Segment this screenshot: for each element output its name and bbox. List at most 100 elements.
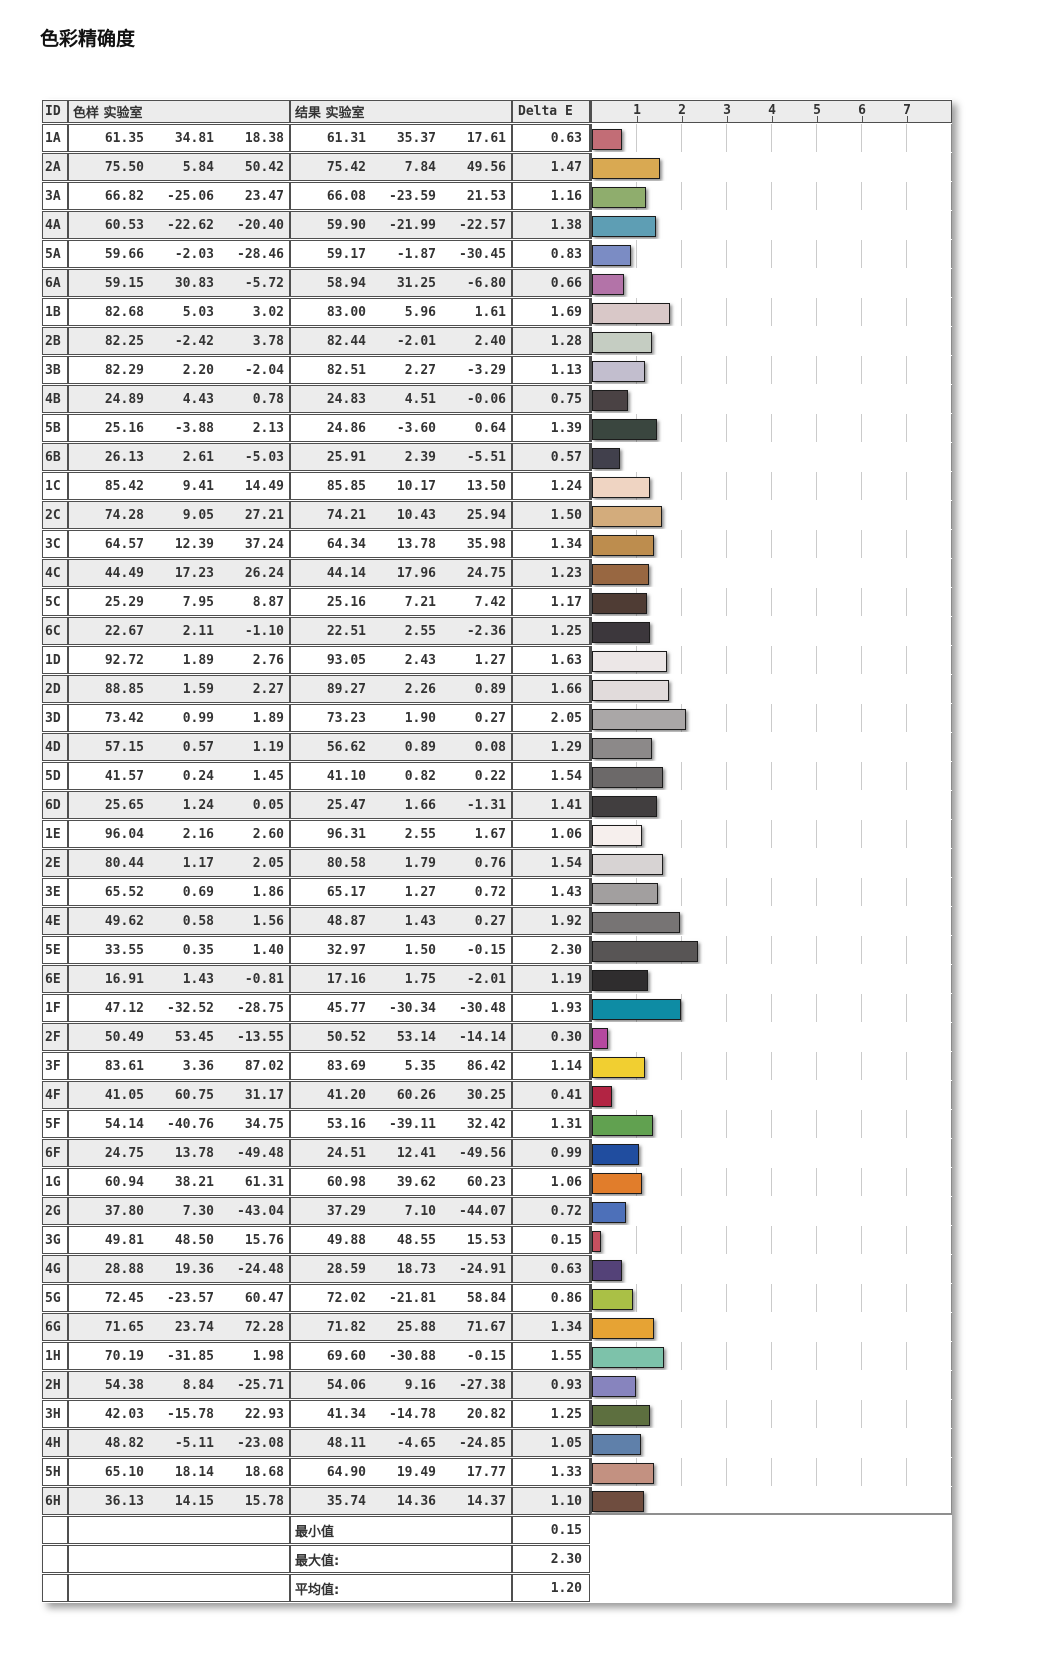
lab-value: 53.14 [396,1029,436,1045]
lab-value: 20.82 [466,1406,506,1422]
lab-value: 1.50 [404,942,436,958]
lab-value: 2.61 [182,449,214,465]
delta-bar-cell [590,733,952,761]
lab-value: 14.36 [396,1493,436,1509]
delta-bar-cell [590,530,952,558]
lab-value: 48.50 [174,1232,214,1248]
lab-value: -2.42 [174,333,214,349]
lab-value: 71.82 [326,1319,366,1335]
delta-bar-cell [590,849,952,877]
lab-value: 47.12 [104,1000,144,1016]
header-row: ID 色样 实验室 结果 实验室 Delta E 1 2 3 4 5 6 7 [42,100,952,123]
summary-empty-id-cell [42,1516,68,1544]
delta-e-cell: 1.19 [512,965,590,993]
result-lab-cell: 85.85 10.17 13.50 [290,472,512,500]
row-id-cell: 1E [42,820,68,848]
lab-value: 35.37 [396,130,436,146]
lab-value: 31.17 [244,1087,284,1103]
delta-bar-cell [590,994,952,1022]
delta-bar [592,1115,653,1136]
scale-tick-label: 7 [903,103,911,118]
summary-row: 平均值: 1.20 [42,1574,952,1602]
sample-lab-cell: 24.89 4.43 0.78 [68,385,290,413]
lab-value: 1.61 [474,304,506,320]
delta-bar-cell [590,907,952,935]
lab-value: 17.77 [466,1464,506,1480]
sample-lab-cell: 61.35 34.81 18.38 [68,124,290,152]
summary-value-cell: 2.30 [512,1545,590,1573]
lab-value: 0.58 [182,913,214,929]
lab-value: 0.89 [404,739,436,755]
result-lab-cell: 59.17 -1.87 -30.45 [290,240,512,268]
header-id: ID [42,100,68,123]
lab-value: 48.87 [326,913,366,929]
row-id-cell: 5G [42,1284,68,1312]
delta-bar-cell [590,1139,952,1167]
lab-value: 0.89 [474,681,506,697]
lab-value: -13.55 [237,1029,284,1045]
result-lab-cell: 71.82 25.88 71.67 [290,1313,512,1341]
lab-value: -24.48 [237,1261,284,1277]
lab-value: -22.62 [167,217,214,233]
row-id-cell: 3A [42,182,68,210]
row-id-cell: 1G [42,1168,68,1196]
lab-value: 1.17 [182,855,214,871]
delta-bar [592,419,657,440]
lab-value: 30.83 [174,275,214,291]
lab-value: 21.53 [466,188,506,204]
result-lab-cell: 80.58 1.79 0.76 [290,849,512,877]
lab-value: 0.22 [474,768,506,784]
row-id-cell: 6G [42,1313,68,1341]
row-id-cell: 5C [42,588,68,616]
sample-lab-cell: 33.55 0.35 1.40 [68,936,290,964]
lab-value: 22.93 [244,1406,284,1422]
lab-value: 8.87 [252,594,284,610]
delta-bar [592,680,669,701]
lab-value: 0.69 [182,884,214,900]
row-id-cell: 4H [42,1429,68,1457]
lab-value: 60.98 [326,1174,366,1190]
lab-value: 22.51 [326,623,366,639]
lab-value: 72.02 [326,1290,366,1306]
delta-bar [592,506,662,527]
lab-value: 2.40 [474,333,506,349]
delta-e-cell: 1.93 [512,994,590,1022]
sample-lab-cell: 96.04 2.16 2.60 [68,820,290,848]
sample-lab-cell: 48.82 -5.11 -23.08 [68,1429,290,1457]
delta-bar [592,129,623,150]
lab-value: 85.42 [104,478,144,494]
delta-bar [592,593,647,614]
result-lab-cell: 89.27 2.26 0.89 [290,675,512,703]
delta-bar-cell [590,472,952,500]
lab-value: 24.75 [104,1145,144,1161]
lab-value: 36.13 [104,1493,144,1509]
delta-bar [592,825,642,846]
result-lab-cell: 96.31 2.55 1.67 [290,820,512,848]
lab-value: 82.44 [326,333,366,349]
lab-value: 12.39 [174,536,214,552]
delta-e-cell: 0.63 [512,124,590,152]
sample-lab-cell: 82.68 5.03 3.02 [68,298,290,326]
result-lab-cell: 24.83 4.51 -0.06 [290,385,512,413]
delta-bar [592,303,670,324]
lab-value: 23.47 [244,188,284,204]
sample-lab-cell: 73.42 0.99 1.89 [68,704,290,732]
lab-value: 37.29 [326,1203,366,1219]
delta-e-cell: 1.43 [512,878,590,906]
delta-bar [592,274,624,295]
row-id-cell: 3F [42,1052,68,1080]
lab-value: 96.04 [104,826,144,842]
delta-bar [592,941,698,962]
row-id-cell: 6F [42,1139,68,1167]
lab-value: -1.31 [466,797,506,813]
lab-value: -0.15 [466,1348,506,1364]
lab-value: 26.24 [244,565,284,581]
lab-value: 73.42 [104,710,144,726]
lab-value: 0.82 [404,768,436,784]
sample-lab-cell: 49.62 0.58 1.56 [68,907,290,935]
lab-value: 0.27 [474,710,506,726]
lab-value: -23.08 [237,1435,284,1451]
delta-bar-cell [590,1168,952,1196]
lab-value: 0.57 [182,739,214,755]
lab-value: 1.98 [252,1348,284,1364]
